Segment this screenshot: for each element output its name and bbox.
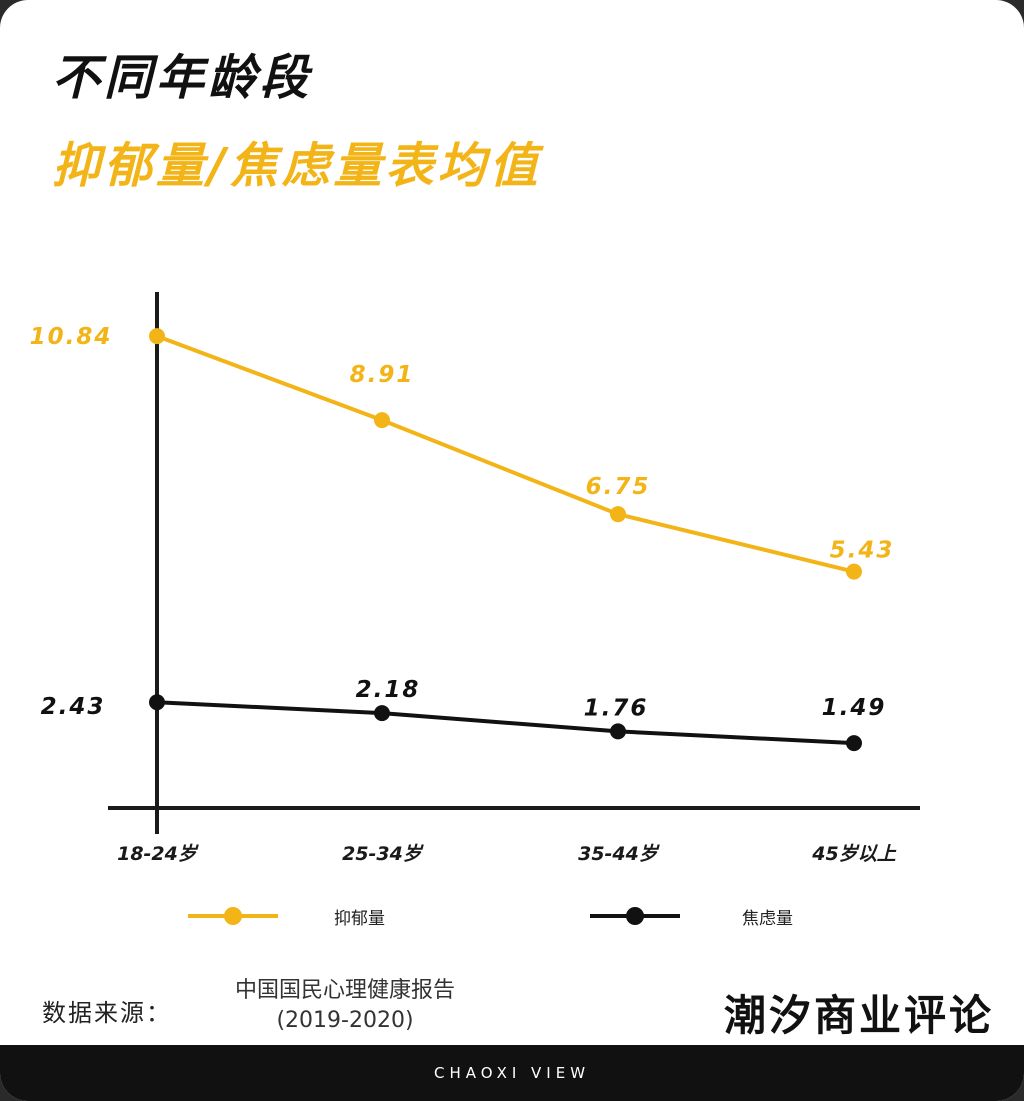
chart-title: 不同年龄段 [52,50,313,106]
footer-text: CHAOXI VIEW [433,1064,591,1082]
source-report-name: 中国国民心理健康报告 [234,978,455,1003]
data-point-depression [374,412,390,429]
data-point-depression [149,328,165,345]
data-point-depression [846,563,862,580]
legend-label-depression: 抑郁量 [334,909,385,929]
brand-logo: 潮汐商业评论 [723,991,994,1040]
series-line-anxiety [156,700,855,746]
source-label: 数据来源： [42,999,172,1027]
x-tick-label: 18-24岁 [117,843,199,865]
data-label-depression: 10.84 [30,324,113,350]
data-label-depression: 5.43 [830,538,895,564]
source-report-years: (2019-2020) [276,1008,414,1033]
line-chart: 18-24岁 25-34岁 35-44岁 45岁以上 10.84 8.91 6.75 5.43… [30,292,920,865]
legend-label-anxiety: 焦虑量 [742,909,793,929]
legend-marker-anxiety [626,907,644,925]
data-label-anxiety: 1.49 [822,695,887,721]
data-point-anxiety [610,723,626,740]
source-text: 中国国民心理健康报告 (2019-2020) [200,976,490,1036]
legend-marker-depression [224,907,242,925]
legend-item-depression: 抑郁量 [188,890,448,940]
legend: 抑郁量 焦虑量 [0,890,1024,940]
data-point-anxiety [149,694,165,711]
x-tick-label: 45岁以上 [811,843,896,865]
data-label-anxiety: 2.43 [41,694,106,720]
legend-item-anxiety: 焦虑量 [590,890,850,940]
x-tick-label: 35-44岁 [578,843,660,865]
chart-subtitle: 抑郁量/焦虑量表均值 [52,138,542,194]
data-label-anxiety: 2.18 [356,677,421,703]
data-label-depression: 8.91 [350,362,415,388]
data-point-anxiety [374,705,390,722]
data-point-depression [610,506,626,523]
data-label-anxiety: 1.76 [584,695,649,721]
data-label-depression: 6.75 [586,474,651,500]
data-point-anxiety [846,735,862,752]
series-line-depression [156,334,855,574]
footer-bar: CHAOXI VIEW [0,1045,1024,1101]
x-tick-label: 25-34岁 [342,843,424,865]
